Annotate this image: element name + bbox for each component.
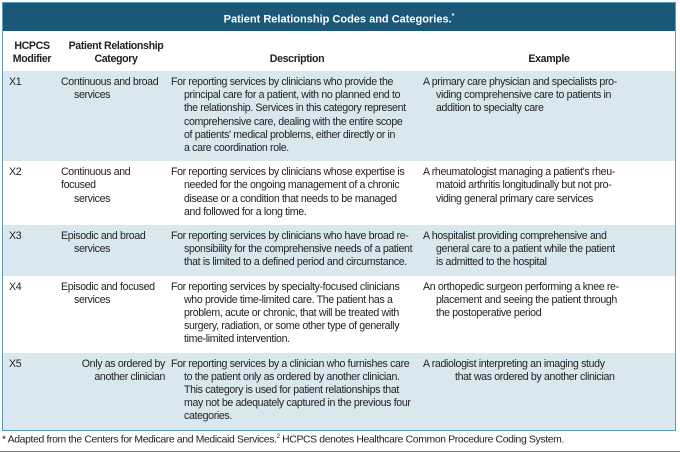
cell-category: Episodic and focused services bbox=[61, 281, 171, 347]
example-line: that was ordered by another clinician bbox=[455, 370, 615, 383]
cell-modifier: X3 bbox=[3, 230, 61, 270]
description-line: categories. bbox=[184, 410, 232, 423]
modifier-line: X4 bbox=[9, 280, 22, 293]
category-line: Continuous and focused bbox=[61, 166, 131, 192]
category-line: another clinician bbox=[94, 370, 165, 383]
header-description: Description bbox=[269, 52, 325, 65]
description-line: For reporting services by clinicians who… bbox=[171, 166, 405, 179]
table-row: X5 Only as ordered by another clinician For… bbox=[3, 352, 675, 430]
header-modifier: HCPCS Modifier bbox=[3, 40, 61, 65]
cell-category: Episodic and broad services bbox=[61, 230, 171, 270]
description-line: surgery, radiation, or some other type o… bbox=[184, 320, 400, 333]
example-line: A rheumatologist managing a patient's rh… bbox=[423, 166, 615, 179]
modifier-line: X2 bbox=[9, 166, 22, 179]
header-example: Example bbox=[528, 52, 570, 65]
cell-description: For reporting services by clinicians who… bbox=[171, 76, 423, 155]
cell-example: A radiologist interpreting an imaging st… bbox=[423, 358, 675, 424]
header-modifier-line: HCPCS bbox=[14, 40, 50, 52]
example-line: the postoperative period bbox=[436, 307, 542, 320]
example-line: viding comprehensive care to patients in bbox=[436, 89, 612, 102]
cell-description: For reporting services by clinicians who… bbox=[171, 230, 423, 270]
header-category: Patient Relationship Category bbox=[61, 40, 171, 65]
description-line: time-limited intervention. bbox=[184, 333, 290, 346]
description-line: This category is used for patient relati… bbox=[184, 384, 399, 397]
cell-description: For reporting services by clinicians who… bbox=[171, 166, 423, 219]
description-line: to the patient only as ordered by anothe… bbox=[184, 370, 400, 383]
cell-modifier: X5 bbox=[3, 358, 61, 424]
cell-modifier: X4 bbox=[3, 281, 61, 347]
description-line: problem, acute or chronic, that will be … bbox=[184, 307, 399, 320]
example-line: viding general primary care services bbox=[436, 192, 593, 205]
header-modifier-line: Modifier bbox=[12, 52, 52, 65]
table-body: X1 Continuous and broad services For report… bbox=[3, 71, 675, 430]
table-box: Patient Relationship Codes and Categorie… bbox=[2, 2, 676, 431]
cell-example: A hospitalist providing comprehensive an… bbox=[423, 230, 675, 270]
description-line: needed for the ongoing management of a c… bbox=[184, 179, 400, 192]
cell-category: Continuous and broad services bbox=[61, 76, 171, 155]
title-marker: * bbox=[451, 13, 455, 20]
header-category-line: Category bbox=[94, 52, 138, 65]
description-line: For reporting services by clinicians who… bbox=[171, 230, 409, 243]
cell-example: A primary care physician and specialists… bbox=[423, 76, 675, 155]
example-line: A primary care physician and specialists… bbox=[423, 76, 617, 88]
description-line: comprehensive care, dealing with the ent… bbox=[184, 115, 403, 128]
description-line: that is limited to a defined period and … bbox=[184, 256, 407, 269]
description-line: the relationship. Services in this categ… bbox=[184, 102, 406, 115]
cell-description: For reporting services by specialty-focu… bbox=[171, 281, 423, 347]
description-line: who provide time-limited care. The patie… bbox=[184, 293, 393, 306]
category-line: services bbox=[74, 89, 111, 102]
table-row: X2 Continuous and focused services For repo… bbox=[3, 161, 675, 225]
description-line: may not be adequately captured in the pr… bbox=[184, 397, 411, 410]
example-line: placement and seeing the patient through bbox=[436, 293, 617, 306]
cell-example: An orthopedic surgeon performing a knee … bbox=[423, 281, 675, 347]
footnote-text: Adapted from the Centers for Medicare an… bbox=[5, 434, 277, 446]
category-line: Only as ordered by bbox=[81, 357, 166, 370]
description-line: For reporting services by clinicians who… bbox=[171, 76, 394, 88]
description-line: For reporting services by a clinician wh… bbox=[171, 357, 410, 370]
footnote: * Adapted from the Centers for Medicare … bbox=[2, 434, 680, 445]
table-title: Patient Relationship Codes and Categorie… bbox=[3, 3, 675, 31]
category-line: Episodic and broad bbox=[61, 230, 146, 243]
table-row: X4 Episodic and focused services For report… bbox=[3, 276, 675, 353]
description-line: and followed for a long time. bbox=[184, 205, 307, 218]
title-text: Patient Relationship Codes and Categorie… bbox=[223, 13, 452, 26]
category-line: services bbox=[74, 243, 111, 256]
example-line: addition to specialty care bbox=[436, 102, 544, 115]
table-header: HCPCS Modifier Patient Relationship Catego… bbox=[3, 31, 675, 71]
cell-description: For reporting services by a clinician wh… bbox=[171, 358, 423, 424]
cell-modifier: X1 bbox=[3, 76, 61, 155]
description-line: principal care for a patient, with no pl… bbox=[184, 89, 401, 102]
example-line: general care to a patient while the pati… bbox=[436, 243, 615, 256]
footnote-text: HCPCS denotes Healthcare Common Procedur… bbox=[279, 434, 564, 446]
description-line: sponsibility for the comprehensive needs… bbox=[184, 243, 413, 256]
description-line: of patients' medical problems, either di… bbox=[184, 128, 396, 141]
table-row: X3 Episodic and broad services For reportin… bbox=[3, 225, 675, 276]
cell-example: A rheumatologist managing a patient's rh… bbox=[423, 166, 675, 219]
modifier-line: X1 bbox=[9, 76, 22, 88]
example-line: is admitted to the hospital bbox=[436, 256, 547, 269]
category-line: Continuous and broad bbox=[61, 76, 159, 88]
table-row: X1 Continuous and broad services For report… bbox=[3, 71, 675, 162]
cell-category: Only as ordered by another clinician bbox=[61, 358, 171, 424]
category-line: services bbox=[74, 192, 111, 205]
example-line: matoid arthritis longitudinally but not … bbox=[436, 179, 612, 192]
modifier-line: X3 bbox=[9, 230, 22, 243]
description-line: a care coordination role. bbox=[184, 142, 289, 155]
modifier-line: X5 bbox=[9, 357, 22, 370]
example-line: An orthopedic surgeon performing a knee … bbox=[423, 280, 619, 293]
example-line: A hospitalist providing comprehensive an… bbox=[423, 230, 607, 243]
description-line: disease or a condition that needs to be … bbox=[184, 192, 397, 205]
cell-modifier: X2 bbox=[3, 166, 61, 219]
description-line: For reporting services by specialty-focu… bbox=[171, 280, 400, 293]
category-line: services bbox=[74, 293, 111, 306]
category-line: Episodic and focused bbox=[61, 280, 155, 293]
cell-category: Continuous and focused services bbox=[61, 166, 171, 219]
header-category-line: Patient Relationship bbox=[68, 40, 164, 52]
example-line: A radiologist interpreting an imaging st… bbox=[423, 357, 605, 370]
